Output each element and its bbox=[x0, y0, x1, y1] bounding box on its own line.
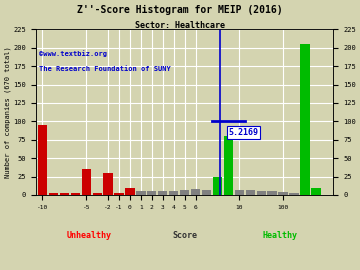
Bar bbox=[311, 188, 320, 195]
Bar bbox=[169, 191, 178, 195]
Bar bbox=[93, 193, 102, 195]
Bar bbox=[49, 193, 58, 195]
Bar bbox=[103, 173, 113, 195]
Bar bbox=[257, 191, 266, 195]
Bar bbox=[235, 190, 244, 195]
Bar bbox=[213, 189, 222, 195]
Bar bbox=[158, 191, 167, 195]
Bar bbox=[136, 191, 145, 195]
Bar bbox=[213, 177, 222, 195]
Y-axis label: Number of companies (670 total): Number of companies (670 total) bbox=[4, 46, 11, 178]
Text: Unhealthy: Unhealthy bbox=[67, 231, 112, 240]
Bar bbox=[191, 189, 200, 195]
Bar bbox=[147, 191, 157, 195]
Bar bbox=[289, 193, 299, 195]
Bar bbox=[38, 125, 47, 195]
Text: ©www.textbiz.org: ©www.textbiz.org bbox=[39, 50, 107, 57]
Bar bbox=[278, 192, 288, 195]
Bar bbox=[180, 190, 189, 195]
Bar bbox=[224, 136, 233, 195]
Text: Healthy: Healthy bbox=[262, 231, 297, 240]
Text: Score: Score bbox=[172, 231, 197, 240]
Bar bbox=[267, 191, 277, 195]
Bar bbox=[71, 193, 80, 195]
Text: The Research Foundation of SUNY: The Research Foundation of SUNY bbox=[39, 66, 171, 72]
Bar bbox=[114, 193, 124, 195]
Bar bbox=[224, 190, 233, 195]
Bar bbox=[82, 169, 91, 195]
Text: Sector: Healthcare: Sector: Healthcare bbox=[135, 21, 225, 30]
Bar bbox=[246, 190, 255, 195]
Bar bbox=[60, 193, 69, 195]
Text: Z''-Score Histogram for MEIP (2016): Z''-Score Histogram for MEIP (2016) bbox=[77, 5, 283, 15]
Bar bbox=[300, 44, 310, 195]
Text: 5.2169: 5.2169 bbox=[228, 128, 258, 137]
Bar bbox=[202, 190, 211, 195]
Bar bbox=[125, 188, 135, 195]
